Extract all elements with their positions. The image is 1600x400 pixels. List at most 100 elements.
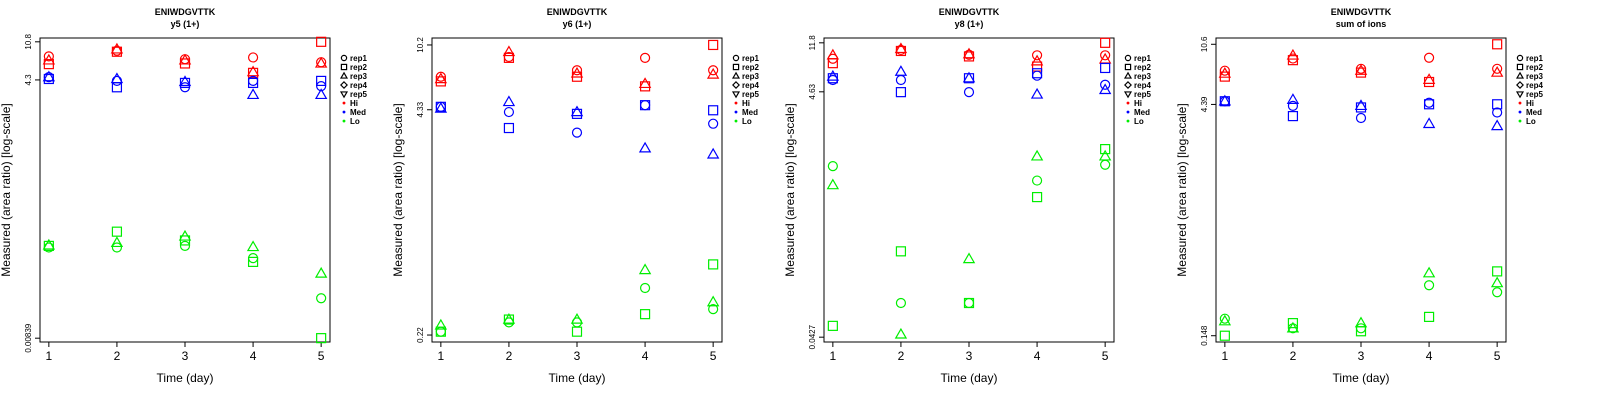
data-point-med-rep2 (247, 77, 259, 89)
data-point-lo-rep3 (314, 266, 328, 278)
data-point-hi-rep3 (894, 42, 908, 54)
data-point-med-rep1 (571, 127, 583, 138)
data-point-lo-rep1 (827, 161, 838, 172)
legend-symbol-rep3 (731, 71, 741, 79)
data-point-med-rep2 (571, 108, 583, 119)
plot-frame (39, 37, 331, 343)
data-point-lo-rep3 (638, 263, 652, 275)
legend-label: rep5 (350, 90, 367, 99)
legend-symbol-rep1 (1124, 54, 1132, 62)
y-tick-label: 4.39 (1200, 96, 1209, 112)
x-tick-label: 5 (710, 349, 717, 363)
data-point-med-rep1 (639, 100, 651, 111)
data-point-lo-rep2 (963, 297, 975, 309)
data-point-lo-rep3 (706, 295, 720, 307)
data-point-med-rep2 (179, 77, 191, 89)
legend-symbol-hi (734, 101, 738, 105)
x-tick-label: 5 (318, 349, 325, 363)
data-point-hi-rep2 (316, 36, 327, 47)
data-point-med-rep3 (570, 105, 584, 117)
legend-symbol-rep3 (339, 71, 349, 79)
data-point-med-rep2 (708, 105, 719, 116)
data-point-hi-rep1 (1031, 50, 1043, 61)
x-axis-label: Time (day) (157, 371, 214, 385)
x-tick-label: 5 (1494, 349, 1501, 363)
data-point-lo-rep3 (1098, 149, 1112, 161)
legend-label: rep5 (1526, 90, 1543, 99)
data-point-med-rep1 (895, 74, 907, 86)
data-point-hi-rep3 (434, 72, 448, 84)
data-point-lo-rep1 (1219, 313, 1230, 324)
data-point-med-rep3 (894, 65, 908, 76)
data-point-hi-rep2 (247, 67, 259, 78)
y-axis-label: Measured (area ratio) [log-scale] (391, 103, 405, 276)
data-point-lo-rep1 (316, 293, 327, 304)
data-point-hi-rep3 (178, 53, 192, 65)
legend-symbol-med (1126, 110, 1130, 114)
y-tick-label: 0.22 (416, 327, 425, 343)
legend-symbol-hi (1518, 101, 1522, 105)
x-tick-label: 1 (830, 349, 837, 363)
x-axis-label: Time (day) (941, 371, 998, 385)
data-point-med-rep1 (1492, 107, 1503, 118)
data-point-lo-rep2 (43, 240, 54, 251)
y-axis-label: Measured (area ratio) [log-scale] (0, 103, 13, 276)
legend-label: rep3 (1134, 72, 1151, 81)
data-point-lo-rep3 (1490, 276, 1504, 288)
data-point-lo-rep1 (1355, 323, 1367, 334)
x-tick-label: 3 (182, 349, 189, 363)
y-tick-label: 4.33 (416, 101, 425, 117)
x-tick-label: 3 (1358, 349, 1365, 363)
data-point-lo-rep3 (1354, 316, 1368, 328)
data-point-lo-rep2 (435, 326, 446, 337)
data-point-lo-rep1 (179, 240, 191, 251)
data-point-hi-rep3 (706, 67, 720, 79)
data-point-med-rep3 (1354, 99, 1368, 111)
data-point-lo-rep3 (826, 178, 840, 190)
legend-label: rep5 (1134, 90, 1151, 99)
data-point-hi-rep1 (1423, 52, 1435, 63)
legend-label: rep4 (1134, 81, 1151, 90)
data-point-med-rep3 (706, 147, 720, 159)
data-point-lo-rep3 (246, 240, 260, 252)
chart-panel-3: ENIWDGVTTK y8 (1+) 1 2 3 4 5 0.0427 4.63 11.8 Time… (783, 7, 1151, 385)
data-point-lo-rep2 (316, 333, 327, 344)
data-point-lo-rep3 (42, 238, 56, 250)
data-point-hi-rep1 (43, 51, 54, 62)
data-point-med-rep1 (111, 75, 123, 87)
data-point-med-rep1 (1100, 79, 1111, 90)
data-point-med-rep2 (895, 87, 907, 98)
legend-label: Hi (1134, 99, 1142, 108)
legend-label: Lo (1134, 117, 1144, 126)
y-tick-label: 0.148 (1200, 325, 1209, 346)
legend-symbol-hi (1126, 101, 1130, 105)
data-point-lo-rep2 (1031, 191, 1043, 203)
legend-label: rep4 (742, 81, 759, 90)
legend-label: rep2 (350, 63, 367, 72)
data-point-hi-rep3 (110, 42, 124, 54)
legend-label: Med (350, 108, 366, 117)
chart-panel-1: ENIWDGVTTK y5 (1+) 1 2 3 4 5 0.00839 4.3 10.8 Time… (0, 7, 367, 385)
data-point-hi-rep1 (247, 52, 259, 63)
data-point-lo-rep1 (963, 297, 975, 309)
legend-symbol-rep4 (1516, 81, 1524, 89)
legend-label: Hi (1526, 99, 1534, 108)
legend-label: rep4 (350, 81, 367, 90)
data-point-hi-rep2 (1100, 37, 1111, 48)
x-tick-label: 5 (1102, 349, 1109, 363)
data-point-med-rep3 (1422, 117, 1436, 129)
legend-label: rep4 (1526, 81, 1543, 90)
data-point-hi-rep3 (246, 65, 260, 77)
data-point-lo-rep1 (111, 242, 123, 253)
data-point-med-rep2 (316, 75, 327, 87)
x-tick-label: 1 (1222, 349, 1229, 363)
data-point-hi-rep1 (1100, 50, 1111, 61)
legend-symbol-lo (1126, 119, 1130, 123)
chart-title: ENIWDGVTTK (1331, 7, 1392, 17)
y-tick-label: 4.3 (24, 74, 33, 86)
chart-panel-2: ENIWDGVTTK y6 (1+) 1 2 3 4 5 0.22 4.33 10.2 Time (… (391, 7, 759, 385)
